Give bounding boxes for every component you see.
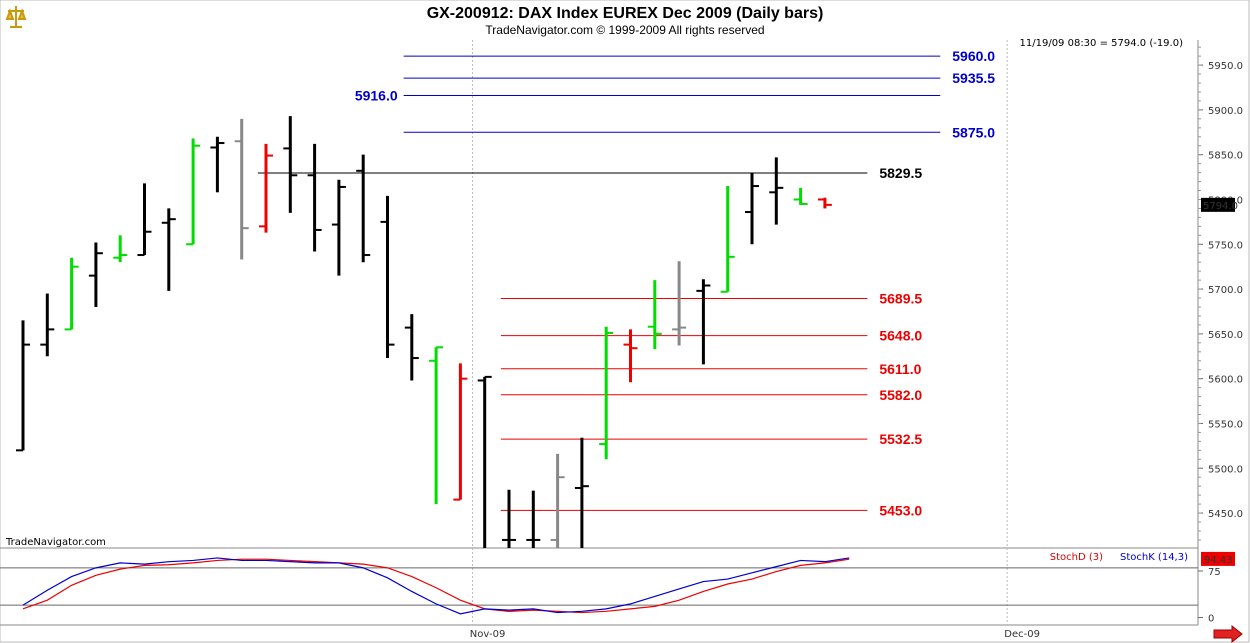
level-label: 5532.5 bbox=[879, 431, 922, 447]
level-label: 5875.0 bbox=[952, 124, 995, 140]
ohlc-bar bbox=[88, 242, 103, 307]
ohlc-bar bbox=[186, 138, 201, 246]
level-label: 5689.5 bbox=[879, 290, 922, 306]
ohlc-bar bbox=[40, 293, 55, 357]
ohlc-bar bbox=[380, 195, 395, 359]
y-tick-label: 5650.0 bbox=[1208, 330, 1243, 341]
chart-title: GX-200912: DAX Index EUREX Dec 2009 (Dai… bbox=[427, 5, 824, 22]
ohlc-bar bbox=[696, 279, 711, 365]
price-readout: 11/19/09 08:30 = 5794.0 (-19.0) bbox=[1020, 38, 1184, 49]
ohlc-bar bbox=[769, 157, 784, 225]
ohlc-bar bbox=[283, 116, 298, 213]
ohlc-bar bbox=[210, 136, 225, 193]
ohlc-bar bbox=[623, 329, 638, 383]
ohlc-bar bbox=[550, 453, 565, 548]
bar-layer bbox=[16, 116, 832, 548]
ohlc-bar bbox=[453, 363, 468, 501]
chart-copyright: TradeNavigator.com © 1999-2009 All right… bbox=[485, 23, 764, 37]
ohlc-bar bbox=[137, 183, 152, 257]
y-tick-label: 5600.0 bbox=[1208, 375, 1243, 386]
ohlc-bar bbox=[672, 261, 687, 346]
level-label: 5648.0 bbox=[879, 328, 922, 344]
scroll-right-arrow-icon[interactable] bbox=[1213, 624, 1243, 643]
ohlc-bar bbox=[356, 154, 371, 263]
y-tick-label: 5500.0 bbox=[1208, 464, 1243, 475]
watermark: TradeNavigator.com bbox=[5, 537, 106, 548]
ohlc-bar bbox=[720, 186, 735, 293]
ohlc-bar bbox=[477, 375, 492, 548]
grid-layer bbox=[472, 40, 1008, 625]
stoch-d-legend: StochD (3) bbox=[1050, 552, 1103, 563]
level-label: 5582.0 bbox=[879, 387, 922, 403]
level-label: 5916.0 bbox=[355, 88, 398, 104]
ohlc-bar bbox=[404, 314, 419, 381]
ohlc-bar bbox=[234, 118, 249, 260]
stoch-last-label: 94.43 bbox=[1204, 555, 1233, 566]
ohlc-bar bbox=[502, 489, 516, 548]
stoch-k-legend: StochK (14,3) bbox=[1120, 552, 1188, 563]
stoch-series-line bbox=[22, 558, 850, 614]
ohlc-bar bbox=[331, 179, 346, 276]
last-price-tag bbox=[1201, 197, 1235, 212]
y-tick-label: 5450.0 bbox=[1208, 509, 1243, 520]
ohlc-bar bbox=[793, 187, 808, 205]
last-price-label: 5794.0 bbox=[1203, 201, 1238, 212]
x-tick-label: Nov-09 bbox=[470, 629, 506, 640]
stoch-last-tag bbox=[1201, 551, 1235, 566]
y-tick-label: 5550.0 bbox=[1208, 419, 1243, 430]
stoch-series-line bbox=[22, 557, 850, 615]
ohlc-bar bbox=[599, 326, 614, 460]
ohlc-bar bbox=[647, 280, 662, 350]
trade-navigator-logo-icon[interactable] bbox=[3, 3, 29, 31]
y-tick-label: 5950.0 bbox=[1208, 61, 1243, 72]
level-label: 5611.0 bbox=[879, 361, 921, 377]
ohlc-bar bbox=[307, 143, 322, 252]
ohlc-bar bbox=[259, 143, 273, 233]
y-tick-label: 5700.0 bbox=[1208, 285, 1243, 296]
ohlc-bar bbox=[64, 257, 79, 331]
ohlc-bar bbox=[429, 346, 444, 505]
ohlc-bar bbox=[526, 490, 541, 548]
level-label: 5960.0 bbox=[952, 48, 995, 64]
stoch-tick-label: 0 bbox=[1208, 614, 1214, 625]
level-layer: 5960.0 5935.5 5916.0 5875.0 5829.5 5689.5 5648… bbox=[257, 48, 995, 518]
y-tick-label: 5750.0 bbox=[1208, 240, 1243, 251]
y-tick-label: 5850.0 bbox=[1208, 151, 1243, 162]
level-label: 5829.5 bbox=[879, 165, 922, 181]
level-label: 5935.5 bbox=[952, 70, 995, 86]
ohlc-bar bbox=[161, 208, 176, 291]
ohlc-bar bbox=[113, 235, 128, 263]
ohlc-bar bbox=[817, 197, 832, 209]
x-tick-label: Dec-09 bbox=[1004, 629, 1040, 640]
y-tick-label: 5900.0 bbox=[1208, 106, 1243, 117]
ohlc-bar bbox=[16, 320, 30, 452]
ohlc-bar bbox=[745, 172, 759, 245]
stoch-tick-label: 75 bbox=[1208, 567, 1221, 578]
axis-layer: Nov-09 Dec-09 5450.0 5500.0 5550.0 5600.0 5650… bbox=[470, 46, 1243, 640]
ohlc-bar bbox=[574, 437, 589, 548]
level-label: 5453.0 bbox=[879, 502, 922, 518]
